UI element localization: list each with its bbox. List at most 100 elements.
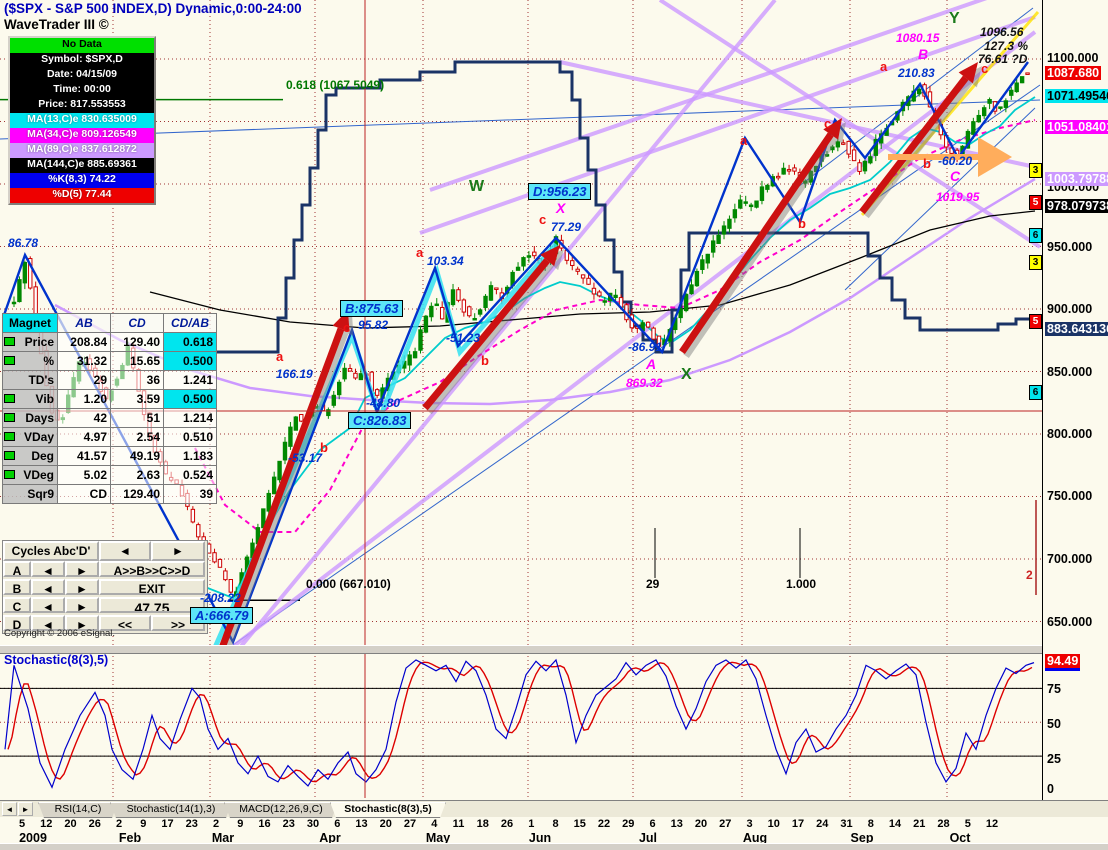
annotation-blue: 210.83 — [898, 66, 935, 80]
magnet-cell-ab: 5.02 — [57, 465, 111, 485]
annotation-fibg: 0.618 (1067.5049) — [286, 78, 385, 92]
trend-lines[interactable] — [0, 0, 1042, 645]
td-count-badge: 5 — [1029, 195, 1042, 210]
annotation-red: b — [923, 156, 931, 171]
x-axis-day-label: 6 — [334, 818, 341, 830]
price-axis-label: 978.079738 — [1045, 199, 1108, 213]
magnet-cell-cd: 15.65 — [110, 351, 164, 371]
cycles-title-button[interactable]: Cycles Abc'D' — [3, 541, 99, 561]
cycle-a-back-button[interactable]: ◄ — [31, 561, 65, 577]
stochastic-chart-canvas[interactable] — [0, 652, 1042, 798]
annotation-cyc: 29 — [646, 577, 660, 591]
cycles-action-b[interactable]: EXIT — [99, 579, 205, 595]
stoch-axis-label: 75 — [1047, 682, 1061, 696]
x-axis-day-label: 17 — [791, 818, 805, 830]
tab-scroll-right-button[interactable]: ► — [18, 802, 33, 816]
magnet-cell-cd: 49.19 — [110, 446, 164, 466]
price-chart-canvas[interactable] — [0, 0, 1042, 645]
magnet-cell-ab: 29 — [57, 370, 111, 390]
cycle-d-fwd-button[interactable]: ► — [65, 615, 99, 631]
data-panel-row: Price: 817.553553 — [10, 98, 154, 113]
annotation-blue: -60.20 — [938, 154, 973, 168]
green-indicator-icon[interactable] — [4, 413, 15, 422]
data-panel-row: MA(34,C)e 809.126549 — [10, 128, 154, 143]
tab-rsi14c[interactable]: RSI(14,C) — [38, 802, 118, 818]
x-axis-day-label: 23 — [185, 818, 198, 830]
green-indicator-icon[interactable] — [4, 432, 15, 441]
magnet-cell-ab: 1.20 — [57, 389, 111, 409]
magnet-cell-ratio: 0.500 — [163, 389, 217, 409]
tab-scroll-left-button[interactable]: ◄ — [2, 802, 17, 816]
cycles-row-d: D ◄ ► << >> — [3, 615, 207, 633]
magnet-cell-cd: 2.54 — [110, 427, 164, 447]
cycles-step-back-button[interactable]: << — [99, 615, 151, 631]
annotation-grn: W — [469, 178, 485, 195]
cycles-next-button[interactable]: ► — [151, 541, 205, 561]
data-panel-row: %K(8,3) 74.22 — [10, 173, 154, 188]
annotation-cyc: 1.000 — [786, 577, 817, 591]
status-badge: No Data — [10, 38, 154, 53]
green-indicator-icon[interactable] — [4, 451, 15, 460]
annotation-mag: 869.32 — [626, 376, 663, 390]
cycles-action-c[interactable]: 47.75 — [99, 597, 205, 613]
x-axis-day-label: 31 — [840, 818, 853, 830]
tab-stochastic1413[interactable]: Stochastic(14(1),3) — [110, 802, 232, 818]
annotation-grn: X — [681, 366, 692, 383]
cycle-c-fwd-button[interactable]: ► — [65, 597, 99, 613]
magnet-row-vdeg: VDeg 5.02 2.63 0.524 — [2, 465, 217, 485]
annotation-mag: 1080.15 — [896, 31, 940, 45]
magnet-row-label: VDay — [2, 427, 58, 447]
cycle-a-button[interactable]: A — [3, 561, 31, 577]
magnet-row-price: Price 208.84 129.40 0.618 — [2, 332, 217, 352]
cycle-b-button[interactable]: B — [3, 579, 31, 595]
magnet-cell-ratio: 1.241 — [163, 370, 217, 390]
cycle-a-fwd-button[interactable]: ► — [65, 561, 99, 577]
annotation-magX: C — [950, 168, 961, 184]
cycles-row-a: A ◄ ► A>>B>>C>>D — [3, 561, 207, 579]
stoch-grid — [0, 652, 1042, 798]
cycles-prev-button[interactable]: ◄ — [99, 541, 151, 561]
x-axis-month-label: Jun — [528, 831, 552, 845]
green-indicator-icon[interactable] — [4, 470, 15, 479]
tab-stochastic835[interactable]: Stochastic(8(3),5) — [330, 802, 446, 818]
cycles-action-a[interactable]: A>>B>>C>>D — [99, 561, 205, 577]
magnet-row-vib: Vib 1.20 3.59 0.500 — [2, 389, 217, 409]
cycle-b-fwd-button[interactable]: ► — [65, 579, 99, 595]
cycles-row-c: C ◄ ► 47.75 — [3, 597, 207, 615]
cycle-c-button[interactable]: C — [3, 597, 31, 613]
annotation-red: a — [880, 59, 888, 74]
bottom-strip — [0, 843, 1108, 850]
orange-arrow — [888, 137, 1012, 177]
cycle-b-back-button[interactable]: ◄ — [31, 579, 65, 595]
x-axis-day-label: 26 — [500, 818, 514, 830]
green-indicator-icon[interactable] — [4, 394, 15, 403]
panel-divider[interactable] — [0, 645, 1042, 654]
x-axis-day-label: 4 — [431, 818, 438, 830]
x-axis-day-label: 11 — [452, 818, 465, 830]
x-axis-day-label: 3 — [746, 818, 753, 830]
annotation-grn: Y — [949, 10, 960, 27]
x-axis-month-label: 2009 — [19, 831, 47, 845]
cycle-c-back-button[interactable]: ◄ — [31, 597, 65, 613]
green-indicator-icon[interactable] — [4, 337, 15, 346]
green-indicator-icon[interactable] — [4, 356, 15, 365]
price-axis-label: 883.643136 — [1045, 322, 1108, 336]
elliott-wave-line — [1, 61, 1029, 645]
price-axis-label: 1100.000 — [1047, 51, 1099, 65]
cycles-row-b: B ◄ ► EXIT — [3, 579, 207, 597]
pivot-label-box: A:666.79 — [190, 607, 254, 624]
tab-macd12269c[interactable]: MACD(12,26,9,C) — [224, 802, 338, 818]
magnet-cell-cd: 3.59 — [110, 389, 164, 409]
price-axis[interactable]: 1100.000 1087.680 1071.49546 1051.08401 1000… — [1029, 0, 1108, 802]
cycle-d-back-button[interactable]: ◄ — [31, 615, 65, 631]
annotation-magX: B — [918, 46, 929, 62]
data-panel-row: %D(5) 77.44 — [10, 188, 154, 203]
magnet-row-label: Vib — [2, 389, 58, 409]
x-axis-month-label: Sep — [850, 831, 874, 845]
price-axis-label: 1087.680 — [1045, 66, 1102, 80]
annotation-red: c — [824, 116, 832, 131]
magnet-cell-ratio: 0.500 — [163, 351, 217, 371]
cycles-header-row: Cycles Abc'D' ◄ ► — [3, 541, 207, 561]
magnet-row-label: Deg — [2, 446, 58, 466]
cycle-d-button[interactable]: D — [3, 615, 31, 631]
